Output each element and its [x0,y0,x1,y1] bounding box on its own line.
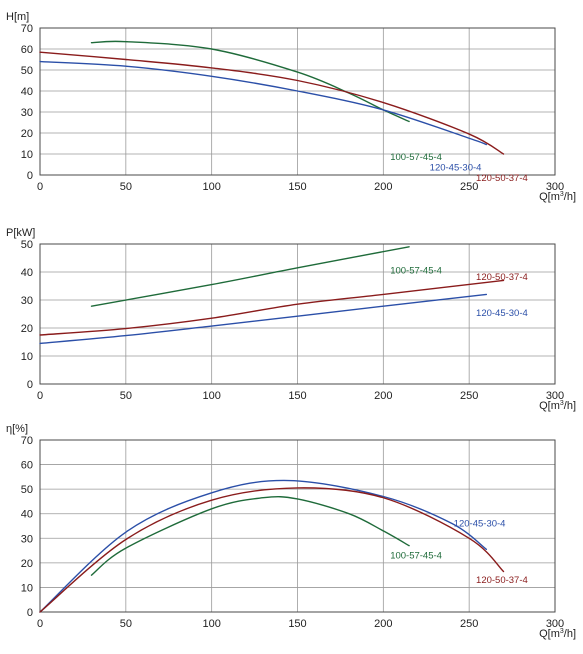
power-series-label-120-45-30-4: 120-45-30-4 [476,308,528,319]
head-x-tick-label: 250 [460,181,478,193]
power-y-tick-label: 50 [21,239,33,251]
efficiency-series-label-120-45-30-4: 120-45-30-4 [454,519,506,530]
head-x-axis-label-main: Q[m [539,191,560,203]
efficiency-y-tick-label: 20 [21,558,33,570]
efficiency-series-line-100-57-45-4 [90,496,410,576]
head-series-line-120-50-37-4 [39,51,505,155]
head-y-tick-label: 40 [21,86,33,98]
head-x-tick-label: 300 [546,181,564,193]
head-x-tick-label: 200 [374,181,392,193]
efficiency-series-label-100-57-45-4: 100-57-45-4 [390,550,442,561]
power-series-line-100-57-45-4 [90,246,410,307]
efficiency-y-tick-label: 40 [21,509,33,521]
head-x-axis-label-sup: 3 [560,191,564,198]
power-x-tick-label: 50 [120,390,132,402]
efficiency-chart: 0 50 100 150 200 250 300010203040506070η[%]Q[m… [6,423,576,640]
efficiency-y-tick-label: 10 [21,582,33,594]
power-series-label-100-57-45-4: 100-57-45-4 [390,266,442,277]
efficiency-x-tick-label: 200 [374,618,392,630]
head-y-tick-label: 60 [21,44,33,56]
power-y-tick-label: 10 [21,351,33,363]
efficiency-y-axis-label-unit: [%] [12,423,28,435]
power-plot-frame [39,243,556,385]
head-series-label-120-50-37-4: 120-50-37-4 [476,173,528,184]
power-x-axis-label: Q[m3/h] [539,400,576,412]
head-y-tick-label: 10 [21,149,33,161]
efficiency-x-axis-label-tail: /h] [564,628,576,640]
power-y-tick-label: 40 [21,267,33,279]
head-x-axis-label: Q[m3/h] [539,191,576,203]
efficiency-x-tick-label: 0 [37,618,43,630]
power-x-tick-label: 250 [460,390,478,402]
power-series-line-120-50-37-4 [39,279,505,336]
efficiency-series-line-120-45-30-4 [39,479,488,613]
head-series-label-120-45-30-4: 120-45-30-4 [430,163,482,174]
power-y-axis-label: P[kW] [6,227,35,239]
efficiency-x-tick-label: 100 [202,618,220,630]
efficiency-x-tick-label: 250 [460,618,478,630]
head-y-tick-label: 70 [21,23,33,35]
head-y-tick-label: 20 [21,128,33,140]
efficiency-y-tick-label: 60 [21,460,33,472]
efficiency-y-tick-label: 70 [21,435,33,447]
efficiency-x-tick-label: 50 [120,618,132,630]
head-y-axis-label-main: H [6,11,14,23]
efficiency-x-axis-label-sup: 3 [560,628,564,635]
power-y-axis-label-main: P [6,227,13,239]
head-x-axis-label-tail: /h] [564,191,576,203]
power-x-axis-label-sup: 3 [560,400,564,407]
efficiency-x-axis-label-main: Q[m [539,628,560,640]
power-y-axis-label-unit: [kW] [13,227,35,239]
power-x-tick-label: 200 [374,390,392,402]
efficiency-y-axis-label-main: η [6,423,12,435]
power-x-tick-label: 150 [288,390,306,402]
power-y-tick-label: 20 [21,323,33,335]
head-y-axis-label-unit: [m] [14,11,29,23]
power-series-line-120-45-30-4 [39,293,488,345]
efficiency-y-axis-label: η[%] [6,423,28,435]
head-series-line-120-45-30-4 [39,60,488,146]
head-series-line-100-57-45-4 [90,40,410,123]
efficiency-x-tick-label: 300 [546,618,564,630]
power-y-tick-label: 0 [27,379,33,391]
head-x-tick-label: 100 [202,181,220,193]
power-chart: 0 50 100 150 200 250 30001020304050P[kW]Q[m3/h… [6,227,576,412]
efficiency-y-tick-label: 0 [27,607,33,619]
head-y-tick-label: 50 [21,65,33,77]
head-y-tick-label: 30 [21,107,33,119]
head-series-label-100-57-45-4: 100-57-45-4 [390,152,442,163]
power-x-tick-label: 0 [37,390,43,402]
power-x-tick-label: 300 [546,390,564,402]
efficiency-y-tick-label: 30 [21,533,33,545]
head-plot-frame [39,27,556,176]
efficiency-x-axis-label: Q[m3/h] [539,628,576,640]
efficiency-x-tick-label: 150 [288,618,306,630]
power-x-tick-label: 100 [202,390,220,402]
power-x-axis-label-main: Q[m [539,400,560,412]
power-y-tick-label: 30 [21,295,33,307]
efficiency-y-tick-label: 50 [21,484,33,496]
head-x-tick-label: 50 [120,181,132,193]
power-x-axis-label-tail: /h] [564,400,576,412]
head-x-tick-label: 0 [37,181,43,193]
head-y-tick-label: 0 [27,170,33,182]
head-x-tick-label: 150 [288,181,306,193]
efficiency-series-label-120-50-37-4: 120-50-37-4 [476,575,528,586]
head-chart: 0 50 100 150 200 250 300010203040506070H[m]Q[m… [6,11,576,203]
head-y-axis-label: H[m] [6,11,29,23]
efficiency-plot-frame [39,439,556,613]
efficiency-series-line-120-50-37-4 [39,487,505,613]
power-series-label-120-50-37-4: 120-50-37-4 [476,272,528,283]
